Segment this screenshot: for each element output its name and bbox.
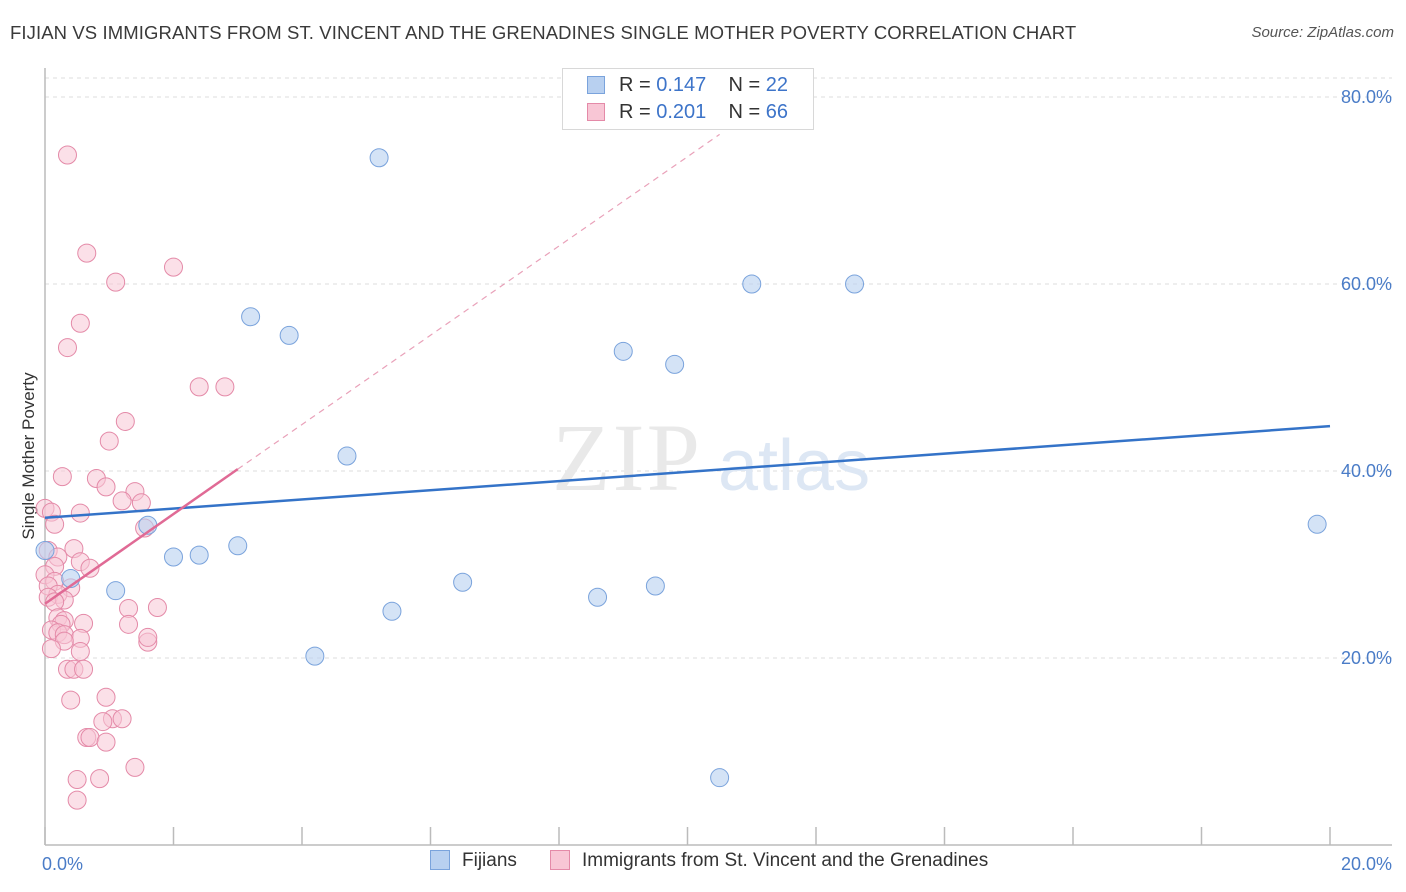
data-point-fijians [337,446,357,466]
watermark-atlas: atlas [718,426,870,506]
data-point-st-vincent [112,491,132,511]
data-point-st-vincent [52,467,72,487]
data-point-fijians [35,540,55,560]
data-point-fijians [106,581,126,601]
legend-r-label: R = [619,101,651,123]
tick-labels: 20.0% 40.0% 60.0% 80.0% 0.0% 20.0% [42,87,1392,874]
data-point-st-vincent [74,659,94,679]
data-point-st-vincent [80,727,100,747]
bottom-legend-label-st-vincent: Immigrants from St. Vincent and the Gren… [582,850,989,871]
data-point-st-vincent [96,732,116,752]
series-st-vincent-points [35,145,235,810]
data-point-st-vincent [119,598,139,618]
data-point-fijians [241,307,261,327]
data-point-st-vincent [131,493,151,513]
data-point-st-vincent [57,145,77,165]
trend-line-st-vincent-extension [237,133,720,470]
data-point-st-vincent [70,503,90,523]
data-point-st-vincent [57,338,77,358]
gridlines [45,77,1392,659]
x-tick-label: 0.0% [42,854,83,874]
data-point-st-vincent [45,514,65,534]
watermark-zip: ZIP [552,404,702,511]
trend-line-fijians [44,424,1331,519]
data-point-st-vincent [147,598,167,618]
legend-r-label: R = [619,74,651,96]
data-point-st-vincent [96,477,116,497]
data-point-st-vincent [125,757,145,777]
legend-r-value-fijians: 0.147 [656,74,707,96]
legend-row-fijians: R = 0.147 N = 22 [587,74,788,100]
trend-line-st-vincent [44,468,239,605]
data-point-st-vincent [138,627,158,647]
bottom-legend-swatch-fijians [430,850,450,870]
data-point-fijians [665,354,685,374]
bottom-legend-label-fijians: Fijians [462,850,517,871]
legend-row-st-vincent: R = 0.201 N = 66 [587,101,788,127]
y-tick-label: 20.0% [1341,648,1392,668]
data-point-st-vincent [164,257,183,277]
y-tick-label: 80.0% [1341,87,1392,107]
bottom-legend-fijians[interactable]: Fijians [430,850,517,872]
data-point-fijians [613,341,633,361]
data-point-st-vincent [70,641,90,661]
data-point-fijians [305,646,325,666]
chart-title: FIJIAN VS IMMIGRANTS FROM ST. VINCENT AN… [10,22,1077,43]
data-point-fijians [742,274,762,294]
data-point-fijians [710,768,730,788]
watermark: ZIP atlas [552,404,870,511]
data-point-st-vincent [77,243,97,263]
data-point-st-vincent [67,770,87,790]
legend-swatch-fijians [587,76,605,94]
legend-box: R = 0.147 N = 22 R = 0.201 N = 66 [562,68,814,130]
data-point-st-vincent [106,272,126,292]
data-point-fijians [382,601,402,621]
data-point-st-vincent [99,431,119,451]
data-point-st-vincent [61,690,81,710]
data-point-fijians [588,587,608,607]
legend-n-value-st-vincent: 66 [765,101,789,123]
axes [44,68,1392,846]
y-tick-label: 40.0% [1341,461,1392,481]
trend-lines [44,133,1331,605]
y-tick-label: 60.0% [1341,274,1392,294]
data-point-fijians [164,547,183,567]
data-point-st-vincent [67,790,87,810]
data-point-st-vincent [119,614,139,634]
chart-source: Source: ZipAtlas.com [1251,24,1394,41]
legend-n-value-fijians: 22 [765,74,789,96]
legend-n-label: N = [728,74,761,96]
data-point-st-vincent [41,639,61,659]
data-point-st-vincent [189,377,209,397]
bottom-legend-swatch-st-vincent [550,850,570,870]
data-point-fijians [1307,514,1327,534]
data-point-st-vincent [215,377,235,397]
series-fijians-points [35,148,1327,788]
data-point-fijians [189,545,209,565]
data-point-st-vincent [93,712,113,732]
legend-swatch-st-vincent [587,103,605,121]
data-point-st-vincent [96,687,116,707]
bottom-legend-st-vincent[interactable]: Immigrants from St. Vincent and the Gren… [550,850,988,872]
data-point-fijians [369,148,389,168]
data-point-fijians [279,325,299,345]
data-point-fijians [845,274,865,294]
data-point-st-vincent [70,313,90,333]
data-point-fijians [228,536,248,556]
data-point-fijians [645,576,665,596]
data-point-fijians [453,572,473,592]
data-point-st-vincent [112,709,132,729]
x-tick-label: 20.0% [1341,854,1392,874]
data-point-st-vincent [115,411,135,431]
data-point-st-vincent [90,769,110,789]
legend-n-label: N = [728,101,761,123]
legend-r-value-st-vincent: 0.201 [656,101,707,123]
data-point-st-vincent [80,558,100,578]
y-axis-label: Single Mother Poverty [19,372,38,540]
